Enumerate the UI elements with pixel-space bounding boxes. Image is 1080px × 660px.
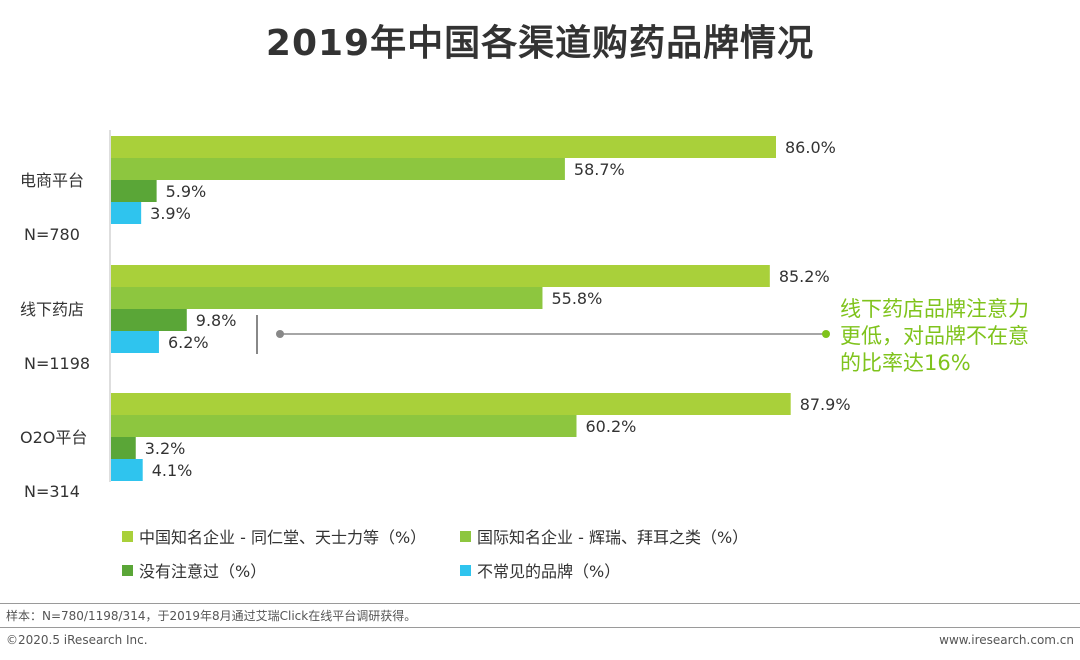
bar: [111, 309, 187, 331]
legend-item-uncommon-brand: 不常见的品牌（%）: [460, 558, 620, 582]
data-label: 4.1%: [152, 461, 193, 480]
legend-swatch: [460, 530, 471, 542]
annotation-line-2: 更低，对品牌不在意: [840, 324, 1029, 348]
copyright-text: ©2020.5 iResearch Inc.: [6, 633, 148, 647]
data-label: 9.8%: [196, 311, 237, 330]
legend-item-international-brand: 国际知名企业 - 辉瑞、拜耳之类（%）: [460, 524, 748, 548]
sample-size-label: N=314: [24, 482, 80, 501]
annotation-line-3: 的比率达16%: [840, 351, 971, 375]
bar: [111, 393, 791, 415]
data-label: 5.9%: [166, 182, 207, 201]
bar: [111, 331, 159, 353]
bar: [111, 136, 776, 158]
footer-divider: [0, 603, 1080, 604]
category-label: O2O平台: [20, 428, 87, 447]
data-label: 87.9%: [800, 395, 851, 414]
footer-divider: [0, 627, 1080, 628]
data-label: 3.9%: [150, 204, 191, 223]
bar: [111, 180, 157, 202]
bar: [111, 437, 136, 459]
sample-size-label: N=780: [24, 225, 80, 244]
legend-item-not-noticed: 没有注意过（%）: [122, 558, 266, 582]
annotation-dot: [276, 330, 284, 338]
category-label: 电商平台: [20, 171, 84, 190]
data-label: 58.7%: [574, 160, 625, 179]
data-label: 55.8%: [551, 289, 602, 308]
annotation-dot: [822, 330, 830, 338]
legend-label: 中国知名企业 - 同仁堂、天士力等（%）: [139, 528, 427, 547]
legend-label: 不常见的品牌（%）: [477, 562, 621, 581]
data-label: 86.0%: [785, 138, 836, 157]
bar: [111, 158, 565, 180]
sample-note: 样本：N=780/1198/314，于2019年8月通过艾瑞Click在线平台调…: [6, 609, 417, 623]
data-label: 6.2%: [168, 333, 209, 352]
data-label: 3.2%: [145, 439, 186, 458]
legend-swatch: [122, 530, 133, 542]
category-label: 线下药店: [20, 300, 84, 319]
sample-size-label: N=1198: [24, 354, 90, 373]
data-label: 85.2%: [779, 267, 830, 286]
legend-label: 国际知名企业 - 辉瑞、拜耳之类（%）: [477, 528, 749, 547]
legend-swatch: [460, 564, 471, 576]
legend-swatch: [122, 564, 133, 576]
bar: [111, 202, 142, 224]
legend-item-domestic-brand: 中国知名企业 - 同仁堂、天士力等（%）: [122, 524, 426, 548]
annotation-line-1: 线下药店品牌注意力: [840, 297, 1029, 321]
bar: [111, 287, 543, 309]
data-label: 60.2%: [586, 417, 637, 436]
bar: [111, 459, 143, 481]
annotation-text: 线下药店品牌注意力 更低，对品牌不在意 的比率达16%: [840, 296, 1070, 377]
legend-label: 没有注意过（%）: [139, 562, 267, 581]
chart-title: 2019年中国各渠道购药品牌情况: [265, 23, 815, 64]
bar: [111, 415, 577, 437]
website-url: www.iresearch.com.cn: [939, 633, 1074, 647]
bar: [111, 265, 770, 287]
